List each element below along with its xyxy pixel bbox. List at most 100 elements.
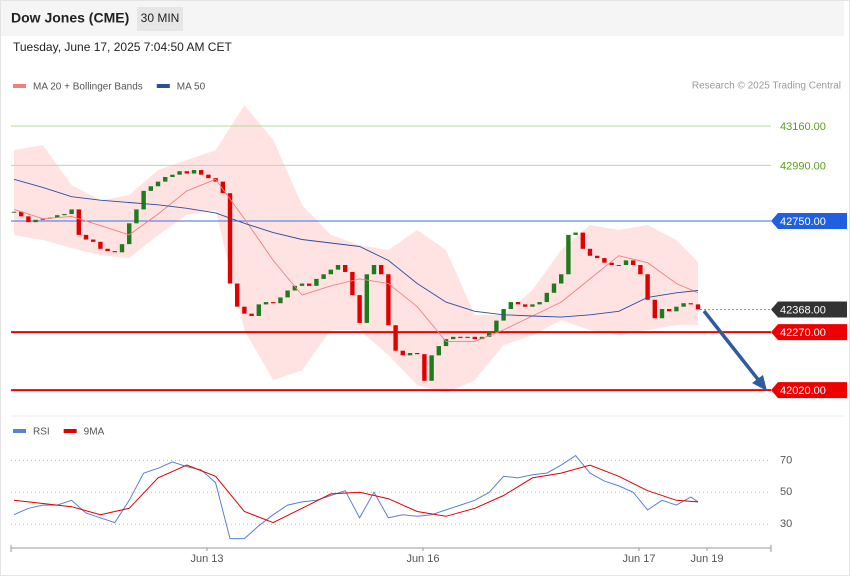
candle [256,304,262,316]
candle [523,304,528,307]
candle [451,336,456,340]
candle [170,174,175,177]
candle [271,302,276,304]
candle [674,306,679,312]
candle [544,292,550,303]
candle [415,353,420,355]
candle [602,258,607,263]
candle [321,274,326,279]
candle [407,353,413,356]
candle [436,346,442,356]
candle [364,274,370,323]
legend-label: MA 20 + Bollinger Bands [33,82,143,93]
legend-swatch [63,429,77,433]
candle [220,181,226,194]
candle [105,248,110,252]
candle [350,271,355,296]
subtitle: Tuesday, June 17, 2025 7:04:50 AM CET [13,40,232,54]
candle [98,241,103,249]
candle [609,262,614,266]
candle [479,336,485,340]
candle [119,244,125,253]
candle [393,325,398,351]
candle [400,350,406,356]
candle [371,265,377,275]
candle [191,170,197,174]
candle [199,170,204,175]
candle [227,193,233,284]
candle [559,274,564,284]
candle [91,239,96,242]
level-tag [771,213,847,229]
candle [112,251,118,253]
candle [379,265,384,275]
ma-line [13,178,699,318]
legend-label: 9MA [84,427,105,438]
candle [573,232,578,235]
candle [343,265,348,272]
x-tick-label: Jun 13 [190,553,223,565]
candle [335,265,341,270]
candle [386,274,391,326]
candle [206,174,211,179]
candle [515,302,521,305]
timeframe: 30 MIN [141,11,180,25]
candle [645,274,650,300]
line [13,454,699,540]
candle [659,309,665,319]
ma-line [13,178,699,342]
candle [33,219,38,223]
candle [242,306,247,314]
candle [328,269,334,275]
candle [314,278,319,286]
legend-label: MA 50 [177,82,206,93]
candle [580,232,585,249]
level-tag [771,301,847,318]
candle [623,260,629,266]
line [13,464,699,524]
forecast-arrowhead [752,375,767,391]
candle [551,283,557,293]
candle [40,218,46,220]
candle [443,339,449,347]
candle [508,302,514,310]
candle [638,265,643,275]
candle [587,248,593,256]
candle [652,299,657,319]
candle [357,295,362,323]
timeframe-box [137,7,183,31]
candle [285,290,290,298]
candle [134,209,139,224]
candle [458,336,463,338]
candle [566,234,571,275]
forecast-arrow [702,309,762,384]
level-label: 42990.00 [780,160,826,172]
x-tick-label: Jun 16 [406,553,439,565]
legend-label: RSI [33,427,50,438]
candle [594,255,600,259]
candle [62,214,67,216]
candle [681,303,686,307]
candle [429,355,434,381]
candle [472,336,478,340]
chart-title: Dow Jones (CME) [11,10,129,26]
level-label: 42368.00 [780,304,826,316]
legend-swatch [156,84,170,88]
candle [177,171,182,175]
candle [163,176,168,182]
candle [537,302,542,305]
candle [530,304,535,307]
candle [83,234,89,240]
candle [76,209,82,235]
candle [263,302,269,305]
candle [141,190,146,210]
candle [11,211,17,213]
candle [184,171,190,174]
candle [26,216,31,223]
candle [494,320,499,333]
candle [307,283,312,286]
y-tick-label: 30 [780,518,792,530]
candle [292,285,298,291]
candle [299,283,305,286]
